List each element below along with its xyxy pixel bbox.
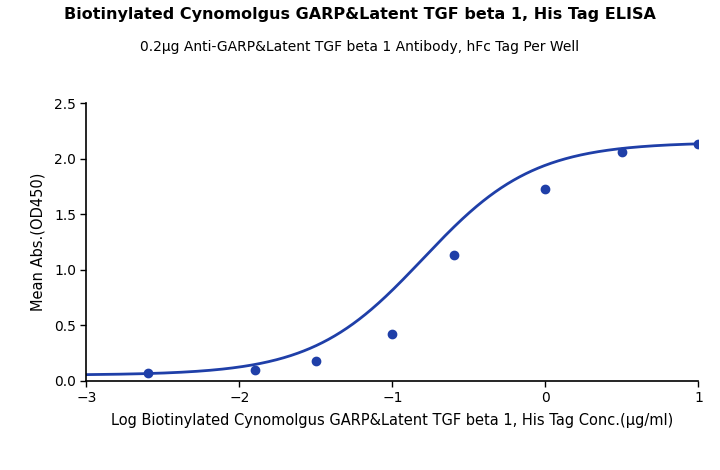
Text: Biotinylated Cynomolgus GARP&Latent TGF beta 1, His Tag ELISA: Biotinylated Cynomolgus GARP&Latent TGF … [64,7,656,22]
Y-axis label: Mean Abs.(OD450): Mean Abs.(OD450) [31,173,45,311]
Text: 0.2µg Anti-GARP&Latent TGF beta 1 Antibody, hFc Tag Per Well: 0.2µg Anti-GARP&Latent TGF beta 1 Antibo… [140,40,580,54]
X-axis label: Log Biotinylated Cynomolgus GARP&Latent TGF beta 1, His Tag Conc.(µg/ml): Log Biotinylated Cynomolgus GARP&Latent … [112,414,673,429]
